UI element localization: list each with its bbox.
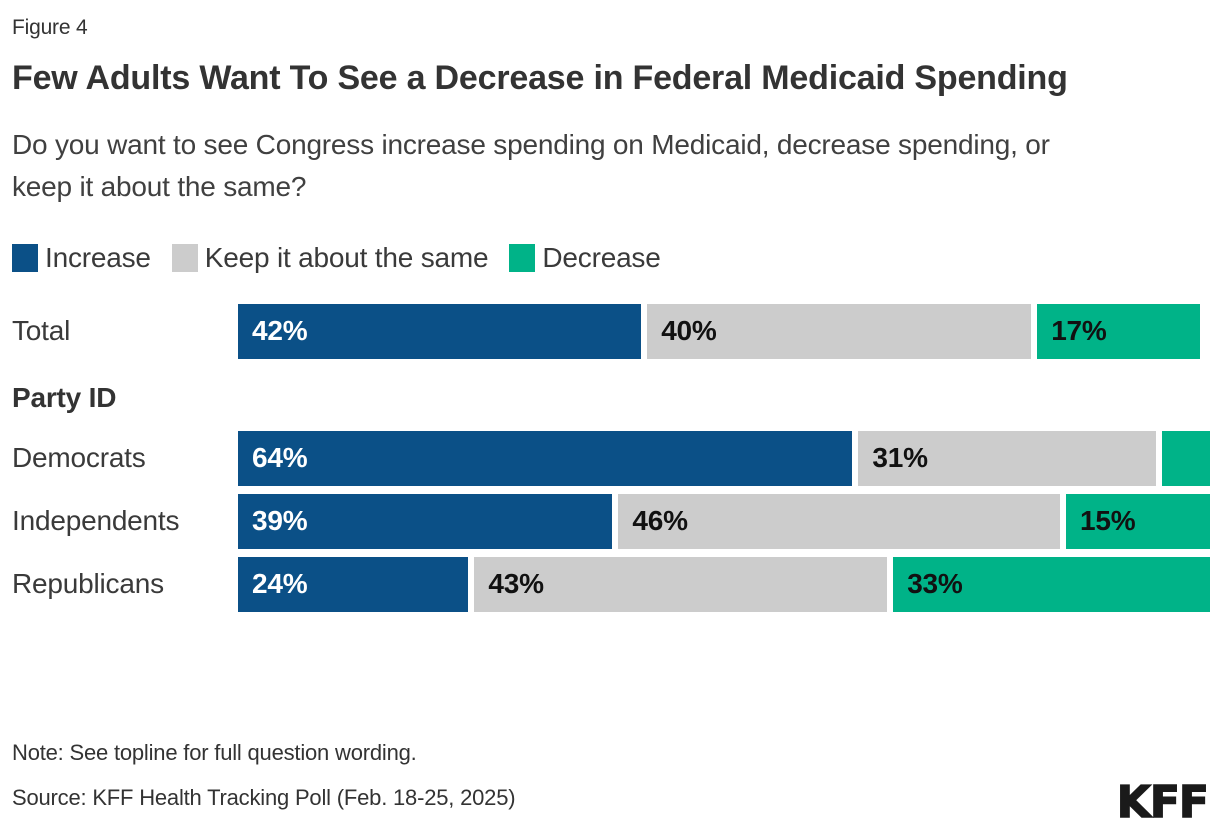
bar-segment: 15% xyxy=(1065,493,1210,549)
row-label: Democrats xyxy=(12,442,146,474)
bar-value-label: 39% xyxy=(252,505,308,537)
chart-row: Republicans 24% 43% 33% xyxy=(12,556,1210,612)
group-header: Party ID xyxy=(12,381,117,413)
bar-segment: 24% xyxy=(238,556,469,612)
legend-item: Increase xyxy=(12,242,151,274)
bar-segment: 42% xyxy=(238,303,642,359)
bar-value-label: 31% xyxy=(872,442,928,474)
bar-segment: 46% xyxy=(618,493,1060,549)
stacked-bar: 42% 40% 17% xyxy=(238,303,1201,359)
bar-value-label: 42% xyxy=(252,315,308,347)
stacked-bar: 64% 31% xyxy=(238,430,1210,486)
kff-logo: KFF xyxy=(1116,776,1210,829)
chart-row: Independents 39% 46% 15% xyxy=(12,493,1210,549)
legend-swatch-icon xyxy=(12,243,38,272)
row-label: Independents xyxy=(12,505,180,537)
bar-value-label: 46% xyxy=(632,505,688,537)
legend-label: Increase xyxy=(45,241,151,273)
legend-swatch-icon xyxy=(171,243,198,272)
bar-segment: 33% xyxy=(893,556,1210,612)
bar-segment: 31% xyxy=(858,430,1156,486)
legend-label: Keep it about the same xyxy=(204,241,489,273)
figure-label: Figure 4 xyxy=(12,16,88,39)
row-label: Total xyxy=(12,315,71,347)
bar-value-label: 17% xyxy=(1051,315,1107,347)
bar-segment: 43% xyxy=(474,556,888,612)
chart-row: Total 42% 40% 17% xyxy=(12,303,1208,359)
stacked-bar: 39% 46% 15% xyxy=(238,493,1210,549)
source-text: Source: KFF Health Tracking Poll (Feb. 1… xyxy=(12,785,516,810)
bar-value-label: 64% xyxy=(252,442,308,474)
footer: Note: See topline for full question word… xyxy=(12,740,1210,836)
chart: Total 42% 40% 17% Party ID Democrats 64% 31% Ind… xyxy=(12,303,1210,612)
bar-segment: 17% xyxy=(1037,303,1201,359)
chart-row: Democrats 64% 31% xyxy=(12,430,1210,486)
legend-item: Decrease xyxy=(509,241,661,274)
bar-segment: 39% xyxy=(238,493,613,549)
bar-value-label: 40% xyxy=(661,315,717,347)
bar-segment xyxy=(1161,430,1210,486)
bar-value-label: 33% xyxy=(907,568,963,600)
legend-label: Decrease xyxy=(542,241,661,273)
row-label: Republicans xyxy=(12,568,164,600)
bar-segment: 64% xyxy=(238,430,853,486)
bar-value-label: 24% xyxy=(252,568,308,600)
note-text: Note: See topline for full question word… xyxy=(12,740,417,765)
legend: Increase Keep it about the same Decrease xyxy=(12,242,1208,274)
legend-item: Keep it about the same xyxy=(171,241,489,274)
bar-value-label: 15% xyxy=(1079,505,1136,537)
page-title: Few Adults Want To See a Decrease in Fed… xyxy=(12,59,1068,97)
stacked-bar: 24% 43% 33% xyxy=(238,556,1210,612)
bar-segment: 40% xyxy=(647,303,1032,359)
bar-value-label: 43% xyxy=(488,568,544,600)
chart-question-subtitle: Do you want to see Congress increase spe… xyxy=(12,128,1050,202)
legend-swatch-icon xyxy=(509,243,536,272)
